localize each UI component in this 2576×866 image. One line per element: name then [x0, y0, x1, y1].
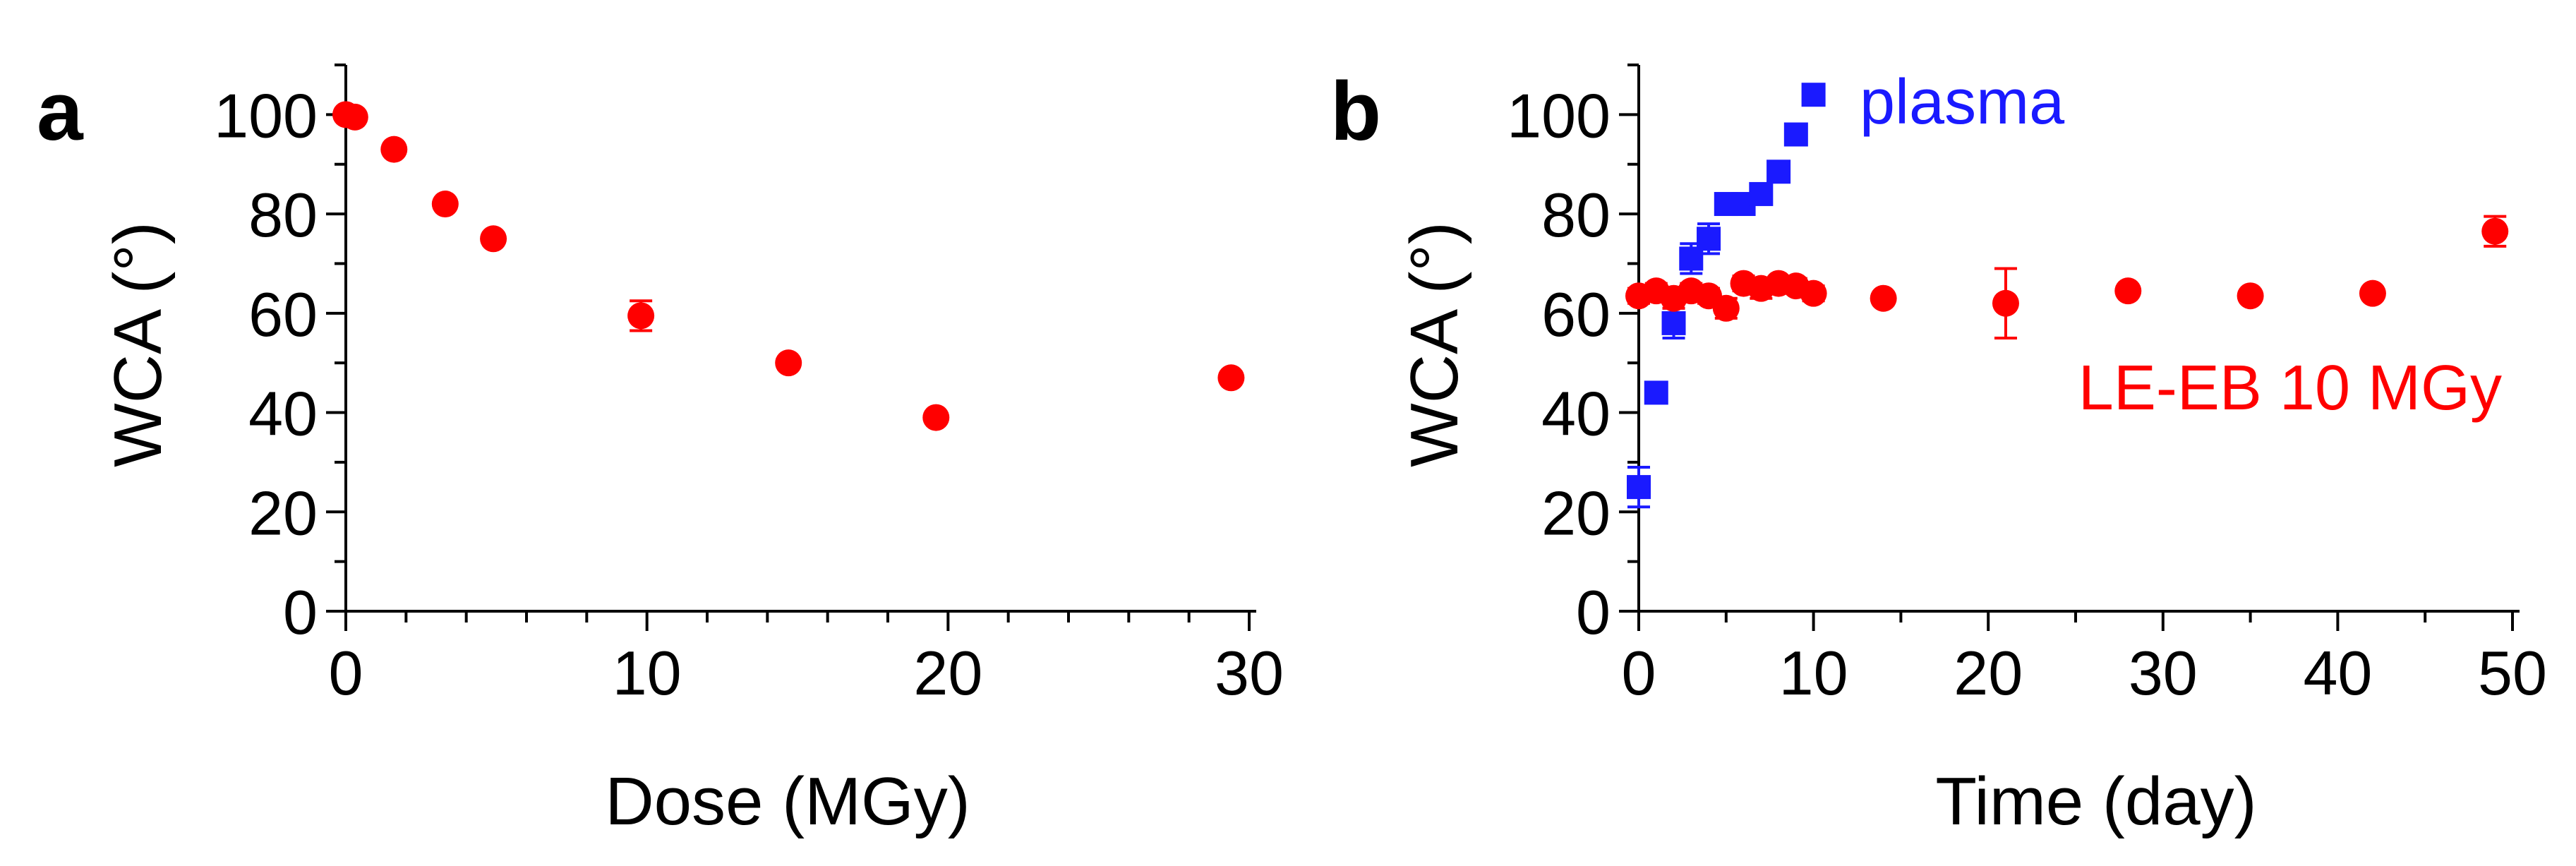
panel-a-le-eb-point: [341, 103, 368, 131]
panel-b-le-eb-10-mgy-point: [2237, 282, 2264, 310]
panel-b-le-eb-10-mgy-point: [1712, 294, 1740, 322]
panel-b-x-tick-label: 40: [2303, 638, 2372, 708]
panel-b-y-tick-label: 20: [1541, 478, 1611, 548]
panel-a-y-axis-title: WCA (°): [100, 222, 176, 467]
panel-b-y-tick-label: 80: [1541, 180, 1611, 250]
panel-a-x-tick-label: 20: [913, 638, 982, 708]
panel-b-le-eb-10-mgy-point: [1870, 284, 1897, 312]
panel-a-axes: 0 20 40 60 80 100 0 10 20 30: [214, 64, 1284, 708]
annotation-le-eb: LE-EB 10 MGy: [2078, 353, 2502, 423]
panel-b-x-tick-label: 20: [1954, 638, 2023, 708]
panel-b-y-tick-label: 40: [1541, 379, 1611, 449]
panel-a-x-tick-label: 0: [329, 638, 363, 708]
panel-b-le-eb-10-mgy-point: [2359, 279, 2386, 307]
panel-a-le-eb-point: [1217, 364, 1245, 392]
panel-b-x-axis-title: Time (day): [1935, 764, 2256, 839]
panel-a-y-tick-label: 20: [248, 478, 318, 548]
panel-b-le-eb-10-mgy-point: [2114, 277, 2142, 305]
panel-a-x-axis-title: Dose (MGy): [605, 764, 970, 839]
panel-a-le-eb-point: [627, 302, 655, 330]
panel-a-le-eb-point: [380, 136, 408, 163]
panel-a-y-tick-label: 40: [248, 379, 318, 449]
panel-b-plasma-point: [1749, 181, 1774, 206]
panel-b: b WCA (°) Time (day) plasma LE-EB 10 MGy…: [1330, 64, 2547, 839]
panel-a-le-eb-point: [480, 225, 507, 253]
panel-a-le-eb-point: [922, 404, 950, 431]
panel-b-y-tick-label: 100: [1507, 80, 1611, 150]
annotation-plasma: plasma: [1860, 67, 2065, 138]
panel-b-label: b: [1330, 65, 1381, 158]
panel-b-le-eb-10-mgy-point: [1992, 289, 2019, 317]
panel-b-plasma-point: [1783, 122, 1808, 147]
panel-b-x-tick-label: 50: [2478, 638, 2547, 708]
panel-b-plasma-point: [1644, 380, 1668, 405]
panel-a-y-tick-label: 100: [214, 80, 318, 150]
panel-b-le-eb-10-mgy-point: [2481, 217, 2509, 245]
panel-a-le-eb-point: [431, 191, 459, 218]
panel-a-x-tick-label: 30: [1215, 638, 1284, 708]
panel-b-plasma-point: [1697, 227, 1721, 251]
panel-b-y-tick-label: 0: [1576, 577, 1611, 647]
panel-a-le-eb-point: [775, 349, 802, 377]
panel-b-y-axis-title: WCA (°): [1397, 222, 1472, 467]
panel-a-x-tick-label: 10: [613, 638, 682, 708]
panel-b-x-tick-label: 30: [2129, 638, 2198, 708]
panel-b-le-eb-10-mgy-point: [1800, 279, 1827, 307]
panel-a-plot-area: [332, 101, 1245, 431]
panel-a: a WCA (°) Dose (MGy) 0 20 40 60 80 100 0 10 20 30: [37, 64, 1284, 839]
panel-b-x-tick-label: 10: [1779, 638, 1848, 708]
panel-b-x-tick-label: 0: [1622, 638, 1656, 708]
panel-a-y-tick-label: 60: [248, 279, 318, 349]
panel-b-plasma-point: [1661, 311, 1686, 335]
panel-a-y-tick-label: 0: [283, 577, 318, 647]
panel-a-label: a: [37, 65, 84, 158]
panel-b-axes: 0 20 40 60 80 100 0 10 20 30 40 50: [1507, 64, 2547, 708]
panel-a-y-tick-label: 80: [248, 180, 318, 250]
panel-b-plasma-point: [1801, 83, 1826, 107]
panel-b-plasma-point: [1627, 475, 1651, 500]
panel-b-plot-area: [1625, 83, 2509, 509]
panel-b-y-tick-label: 60: [1541, 279, 1611, 349]
panel-b-plasma-point: [1767, 160, 1791, 184]
